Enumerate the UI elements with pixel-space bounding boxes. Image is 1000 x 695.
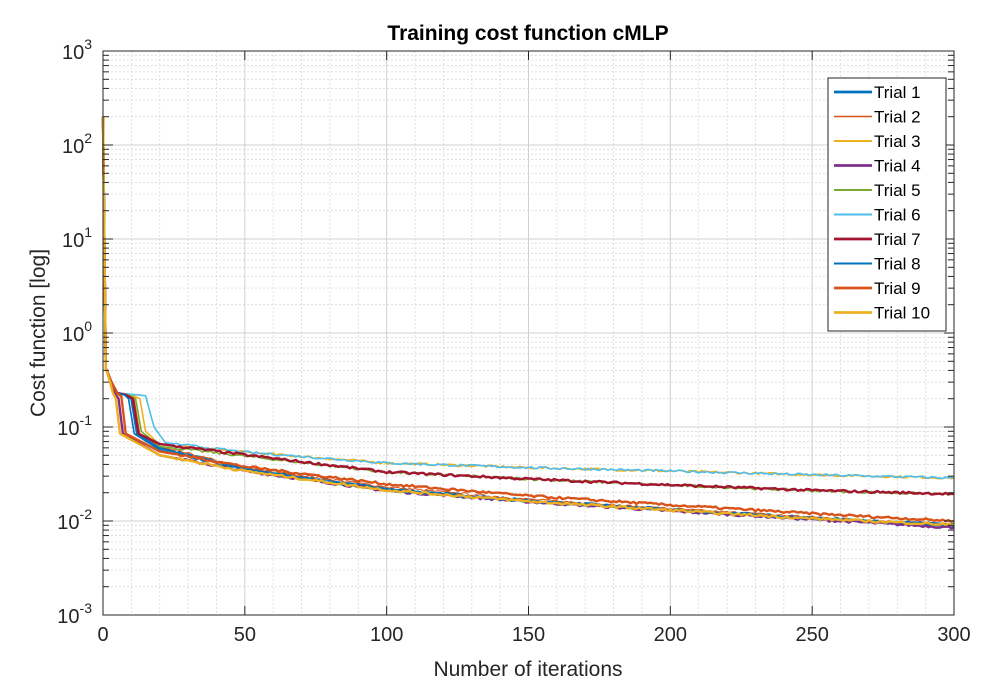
legend-label: Trial 6 xyxy=(874,206,921,225)
legend-label: Trial 10 xyxy=(874,304,930,323)
x-tick-label: 100 xyxy=(370,624,403,646)
x-tick-label: 50 xyxy=(234,624,256,646)
y-tick-label: 10-1 xyxy=(57,412,92,440)
x-tick-labels: 0 50 100 150 200 250 300 xyxy=(97,624,970,646)
x-tick-label: 300 xyxy=(937,624,970,646)
legend-label: Trial 3 xyxy=(874,132,921,151)
series-layer xyxy=(101,116,955,530)
series-line-trial-9 xyxy=(101,116,955,523)
ticks xyxy=(102,50,955,616)
x-tick-label: 200 xyxy=(654,624,687,646)
y-tick-label: 102 xyxy=(62,130,92,158)
y-tick-label: 103 xyxy=(62,36,92,64)
legend-label: Trial 1 xyxy=(874,83,921,102)
legend-label: Trial 4 xyxy=(874,157,921,176)
series-line-trial-7 xyxy=(101,116,955,496)
legend-label: Trial 7 xyxy=(874,230,921,249)
y-tick-label: 10-2 xyxy=(57,506,92,534)
y-tick-label: 100 xyxy=(62,318,92,346)
grid xyxy=(103,51,954,615)
y-tick-labels: 103 102 101 100 10-1 10-2 10-3 xyxy=(57,36,92,628)
y-tick-label: 101 xyxy=(62,224,92,252)
series-line-trial-6 xyxy=(102,116,955,480)
legend: Trial 1 Trial 2 Trial 3 Trial 4 Trial 5 Trial… xyxy=(827,77,947,332)
y-tick-label: 10-3 xyxy=(57,600,92,628)
legend-label: Trial 2 xyxy=(874,108,921,127)
x-tick-label: 0 xyxy=(97,624,108,646)
chart-title: Training cost function cMLP xyxy=(387,22,668,45)
series-line-trial-10 xyxy=(101,116,955,527)
x-tick-label: 150 xyxy=(512,624,545,646)
y-axis-label: Cost function [log] xyxy=(27,249,50,417)
x-tick-label: 250 xyxy=(795,624,828,646)
x-axis-label: Number of iterations xyxy=(433,658,622,681)
legend-label: Trial 5 xyxy=(874,181,921,200)
legend-label: Trial 8 xyxy=(874,255,921,274)
legend-label: Trial 9 xyxy=(874,279,921,298)
